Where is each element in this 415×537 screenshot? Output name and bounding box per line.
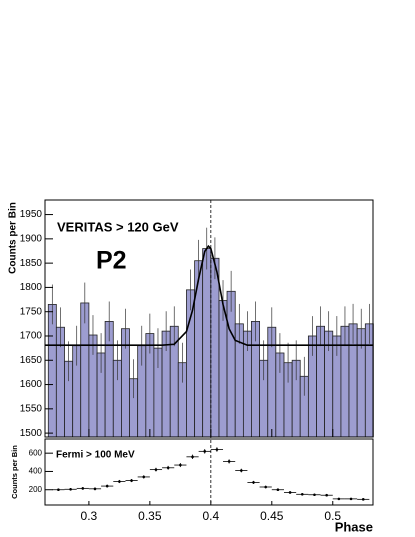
bar (202, 248, 212, 438)
y-tick-label: 1600 (20, 379, 43, 390)
bar (194, 260, 204, 438)
panel-title: Fermi > 100 MeV (56, 450, 135, 461)
point (276, 488, 280, 492)
bar (186, 289, 196, 438)
point (191, 455, 194, 459)
fit-curve (45, 244, 373, 347)
point (69, 487, 72, 491)
y-tick-label: 600 (29, 448, 43, 457)
point (361, 498, 365, 501)
point (142, 475, 146, 479)
y-tick-label: 1950 (20, 209, 43, 220)
y-tick-label: 1800 (20, 282, 43, 293)
annotation: P2 (96, 247, 127, 275)
y-tick-label: 200 (29, 485, 43, 494)
point (313, 493, 316, 497)
y-tick-label: 1850 (20, 258, 43, 269)
point (154, 468, 158, 471)
bar (218, 300, 228, 438)
panel-title: VERITAS > 120 GeV (57, 219, 179, 234)
point (300, 493, 304, 496)
bar (226, 290, 236, 438)
x-tick-label: 0.5 (324, 509, 341, 523)
x-tick-label: 0.4 (202, 509, 219, 523)
y-tick-label: 1900 (20, 233, 43, 244)
point (118, 480, 121, 483)
point (105, 484, 109, 488)
y-tick-label: 1550 (20, 403, 43, 414)
x-tick-label: 0.3 (81, 509, 98, 523)
point (252, 481, 255, 484)
point (337, 497, 341, 501)
point (325, 493, 328, 497)
y-axis-label: Counts per Bin (8, 202, 19, 274)
point (215, 448, 219, 451)
point (179, 463, 182, 467)
bar (210, 257, 220, 438)
y-tick-label: 1650 (20, 355, 43, 366)
y-tick-label: 1500 (20, 428, 43, 439)
point (130, 479, 133, 482)
plot-frame (44, 438, 374, 506)
y-tick-label: 1750 (20, 306, 43, 317)
point (349, 497, 353, 501)
point (81, 487, 85, 490)
y-tick-label: 1700 (20, 331, 43, 342)
x-tick-label: 0.35 (138, 509, 162, 523)
x-axis-label: Phase (335, 519, 373, 534)
point (93, 487, 97, 491)
y-tick-label: 400 (29, 467, 43, 476)
y-axis-label: Counts per Bin (10, 445, 19, 499)
point (57, 488, 60, 492)
point (166, 466, 170, 470)
point (288, 491, 292, 494)
x-tick-label: 0.45 (260, 509, 284, 523)
plot-frame (44, 199, 374, 438)
point (227, 460, 231, 463)
point (203, 450, 207, 453)
point (240, 469, 243, 472)
point (264, 485, 267, 489)
